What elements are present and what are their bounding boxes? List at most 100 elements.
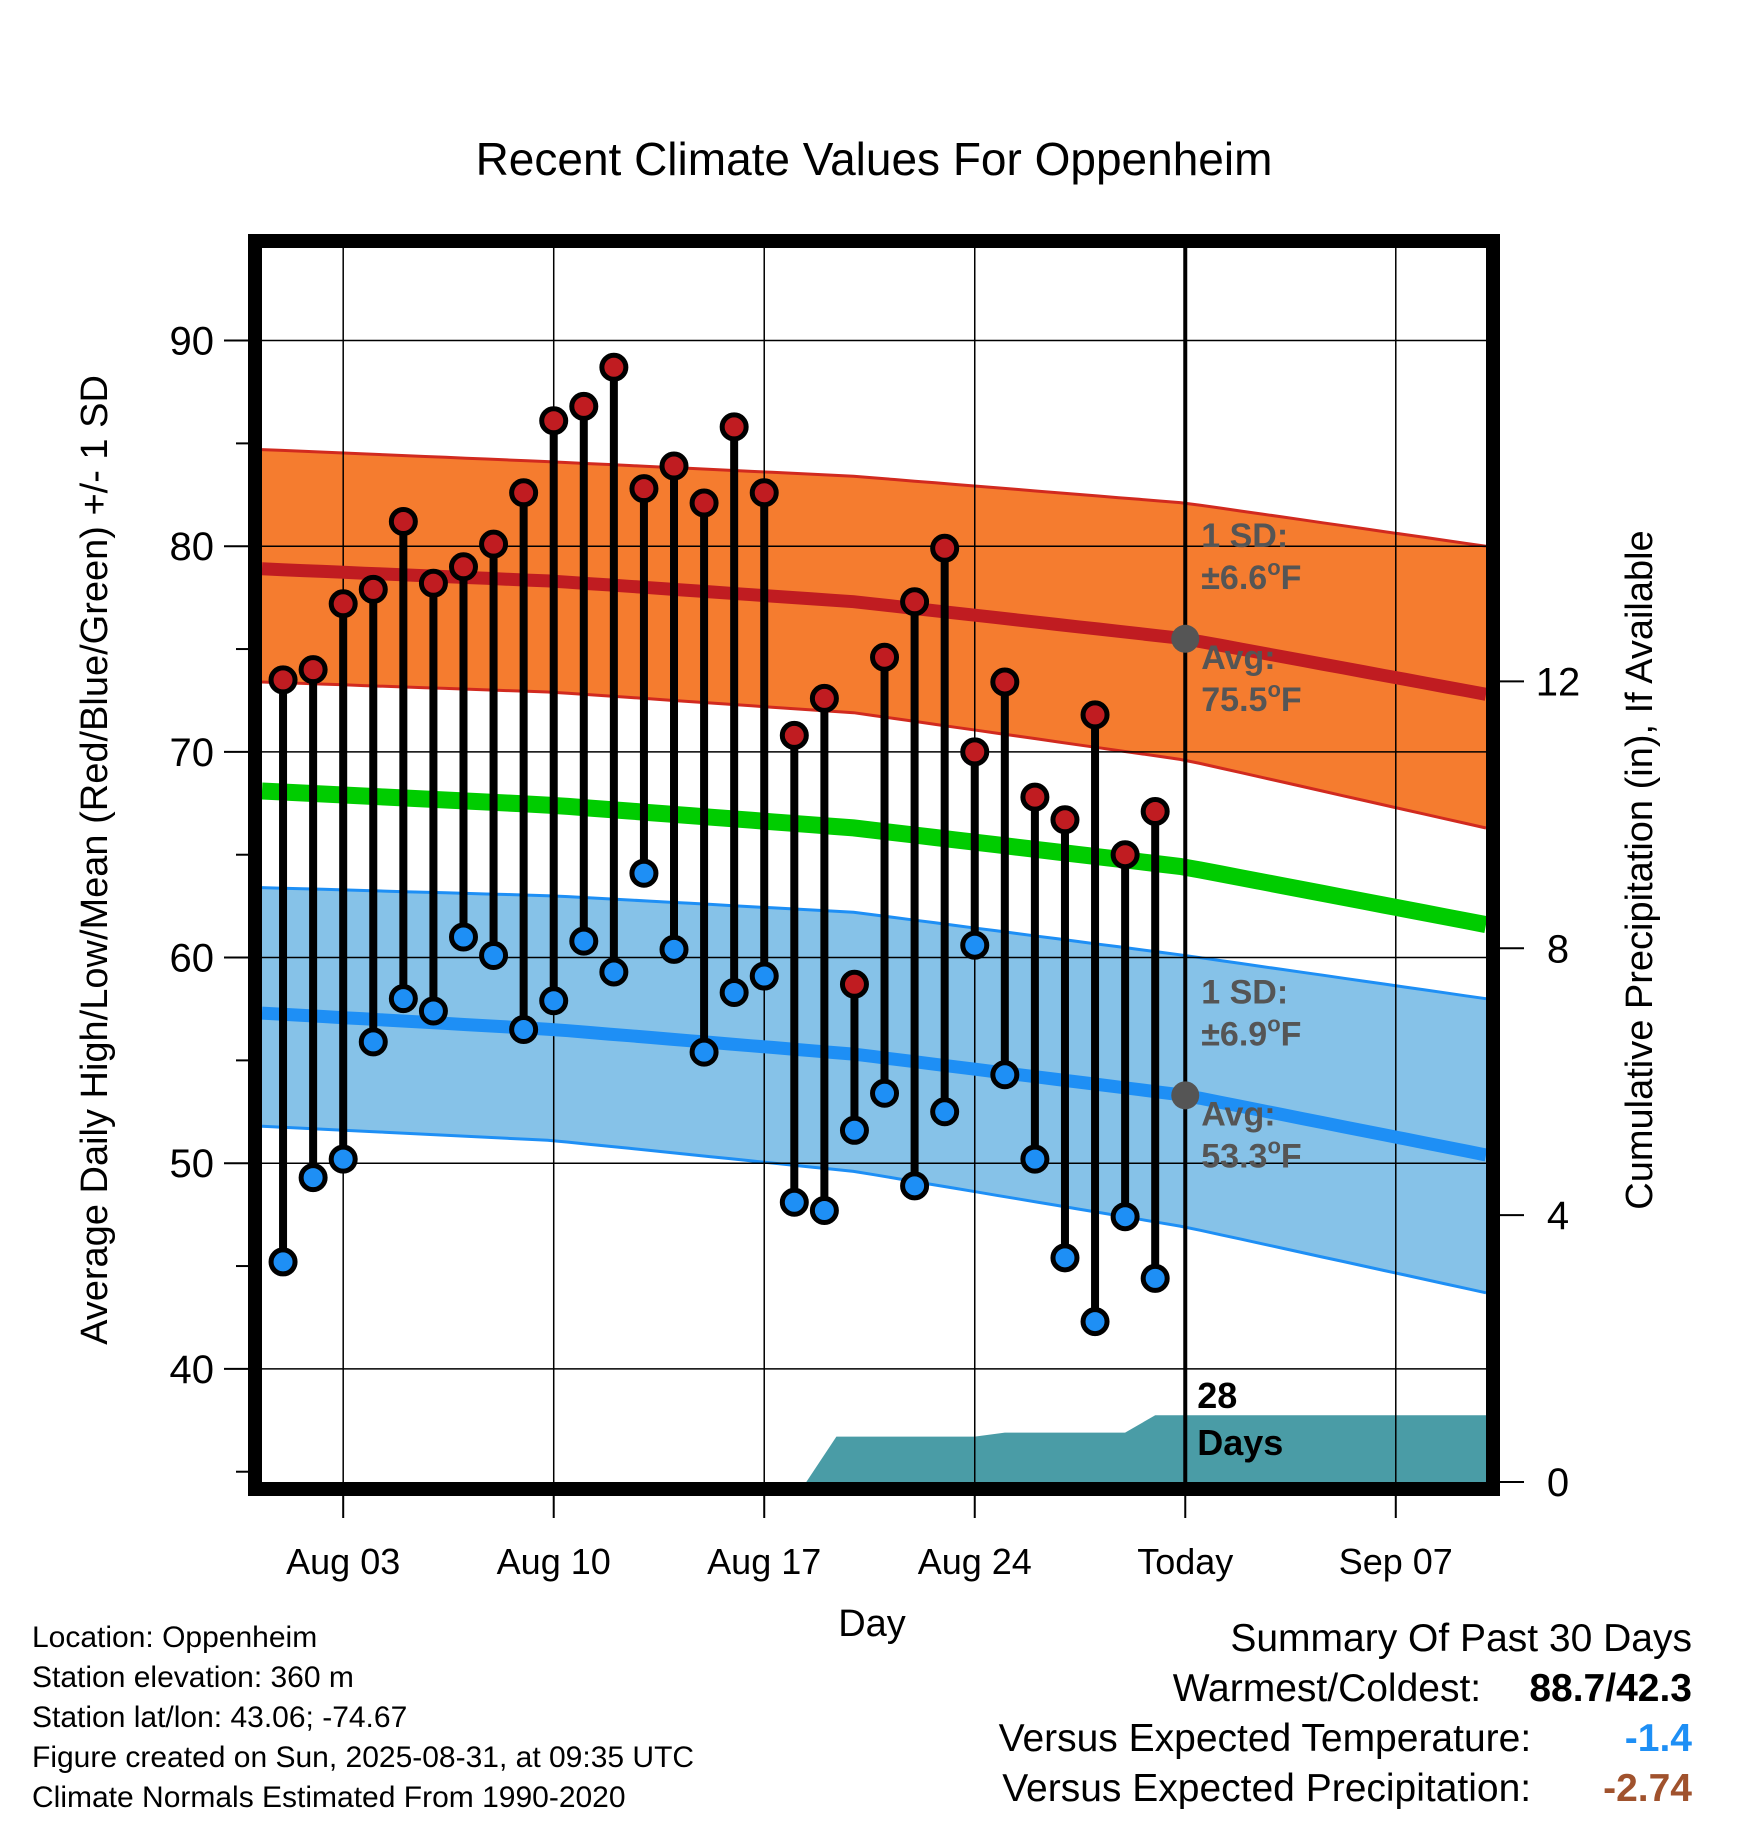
y2-tick-label: 4	[1547, 1194, 1569, 1238]
x-tick-label: Aug 03	[286, 1541, 400, 1582]
high-avg-value: 75.5oF	[1201, 677, 1301, 719]
summary-temp-row: Versus Expected Temperature: -1.4	[999, 1714, 1692, 1764]
daily-high-marker	[358, 574, 388, 604]
daily-low-marker	[1140, 1263, 1170, 1293]
daily-low-marker	[779, 1187, 809, 1217]
daily-low-marker	[298, 1163, 328, 1193]
location-text: Location: Oppenheim	[32, 1621, 318, 1654]
daily-low-marker	[268, 1247, 298, 1277]
daily-low-marker	[719, 978, 749, 1008]
daily-low-marker	[689, 1037, 719, 1067]
daily-low-marker	[629, 858, 659, 888]
daily-high-marker	[1110, 840, 1140, 870]
daily-low-marker	[388, 984, 418, 1014]
daily-low-marker	[839, 1115, 869, 1145]
summary-heading: Summary Of Past 30 Days	[1230, 1617, 1692, 1660]
high-avg-label: Avg:	[1201, 639, 1275, 677]
x-tick-label: Sep 07	[1339, 1541, 1453, 1582]
daily-high-marker	[779, 720, 809, 750]
daily-high-marker	[268, 665, 298, 695]
daily-low-marker	[900, 1171, 930, 1201]
y2-tick-label: 12	[1536, 660, 1581, 704]
station-info: Location: Oppenheim Station elevation: 3…	[32, 1618, 694, 1818]
daily-high-marker	[719, 412, 749, 442]
daily-high-marker	[569, 391, 599, 421]
daily-low-marker	[960, 930, 990, 960]
normals-text: Climate Normals Estimated From 1990-2020	[32, 1781, 626, 1814]
daily-high-marker	[629, 474, 659, 504]
sd-band-upper-edge-0	[261, 448, 1487, 548]
daily-high-marker	[1140, 797, 1170, 827]
daily-low-marker	[870, 1078, 900, 1108]
daily-low-marker	[1050, 1243, 1080, 1273]
precip-value: -2.74	[1603, 1767, 1692, 1810]
days-count: 28	[1197, 1375, 1237, 1416]
daily-low-marker	[930, 1097, 960, 1127]
daily-high-marker	[749, 478, 779, 508]
high-sd-value: ±6.6oF	[1201, 555, 1301, 597]
high-sd-label: 1 SD:	[1201, 517, 1288, 555]
sd-band-lower-edge-1	[261, 1124, 1487, 1295]
temp-value: -1.4	[1624, 1717, 1692, 1760]
daily-high-marker	[418, 568, 448, 598]
low-avg-value: 53.3oF	[1201, 1133, 1301, 1175]
daily-high-marker	[839, 969, 869, 999]
warmest-value: 88.7/42.3	[1529, 1667, 1692, 1710]
x-axis-label: Day	[838, 1603, 906, 1645]
y-tick-label: 70	[170, 731, 215, 775]
daily-low-marker	[809, 1196, 839, 1226]
x-tick-label: Aug 10	[497, 1541, 611, 1582]
normal-line-low	[261, 1006, 1488, 1162]
y-axis-label: Average Daily High/Low/Mean (Red/Blue/Gr…	[74, 375, 116, 1345]
daily-high-marker	[870, 642, 900, 672]
y2-tick-label: 0	[1547, 1461, 1569, 1505]
daily-low-marker	[358, 1027, 388, 1057]
daily-low-marker	[599, 957, 629, 987]
daily-high-marker	[659, 451, 689, 481]
daily-high-marker	[930, 533, 960, 563]
days-label: Days	[1197, 1422, 1283, 1463]
summary-panel: Summary Of Past 30 Days Warmest/Coldest:…	[999, 1614, 1692, 1814]
y-tick-label: 40	[170, 1348, 215, 1392]
low-avg-label: Avg:	[1201, 1095, 1275, 1133]
daily-high-marker	[1080, 700, 1110, 730]
x-tick-label: Today	[1137, 1541, 1233, 1582]
today-high-avg-marker	[1171, 624, 1200, 653]
latlon-text: Station lat/lon: 43.06; -74.67	[32, 1701, 408, 1734]
daily-low-marker	[1020, 1144, 1050, 1174]
daily-low-marker	[539, 986, 569, 1016]
warmest-label: Warmest/Coldest:	[1172, 1667, 1482, 1710]
daily-high-marker	[689, 488, 719, 518]
plot-frame	[248, 234, 1500, 1496]
daily-high-marker	[960, 737, 990, 767]
daily-low-marker	[749, 961, 779, 991]
y-tick-label: 90	[170, 320, 215, 364]
daily-high-marker	[448, 552, 478, 582]
elevation-text: Station elevation: 360 m	[32, 1661, 354, 1694]
daily-high-marker	[298, 655, 328, 685]
daily-high-marker	[539, 406, 569, 436]
daily-high-marker	[990, 667, 1020, 697]
daily-low-marker	[659, 934, 689, 964]
daily-low-marker	[418, 996, 448, 1026]
summary-precip-row: Versus Expected Precipitation: -2.74	[999, 1764, 1692, 1814]
daily-low-marker	[1080, 1307, 1110, 1337]
daily-high-marker	[1050, 805, 1080, 835]
daily-high-marker	[509, 478, 539, 508]
daily-low-marker	[1110, 1202, 1140, 1232]
daily-low-marker	[479, 940, 509, 970]
y2-axis-label: Cumulative Precipitation (in), If Availa…	[1619, 530, 1661, 1209]
summary-warmest-row: Warmest/Coldest: 88.7/42.3	[999, 1664, 1692, 1714]
daily-high-marker	[599, 352, 629, 382]
low-sd-value: ±6.9oF	[1201, 1011, 1301, 1053]
daily-low-marker	[509, 1015, 539, 1045]
y-tick-label: 80	[170, 525, 215, 569]
daily-high-marker	[1020, 782, 1050, 812]
precipitation-area	[262, 1415, 1486, 1482]
chart-title: Recent Climate Values For Oppenheim	[476, 133, 1273, 185]
low-sd-label: 1 SD:	[1201, 973, 1288, 1011]
y-tick-label: 60	[170, 937, 215, 981]
today-low-avg-marker	[1171, 1081, 1200, 1110]
